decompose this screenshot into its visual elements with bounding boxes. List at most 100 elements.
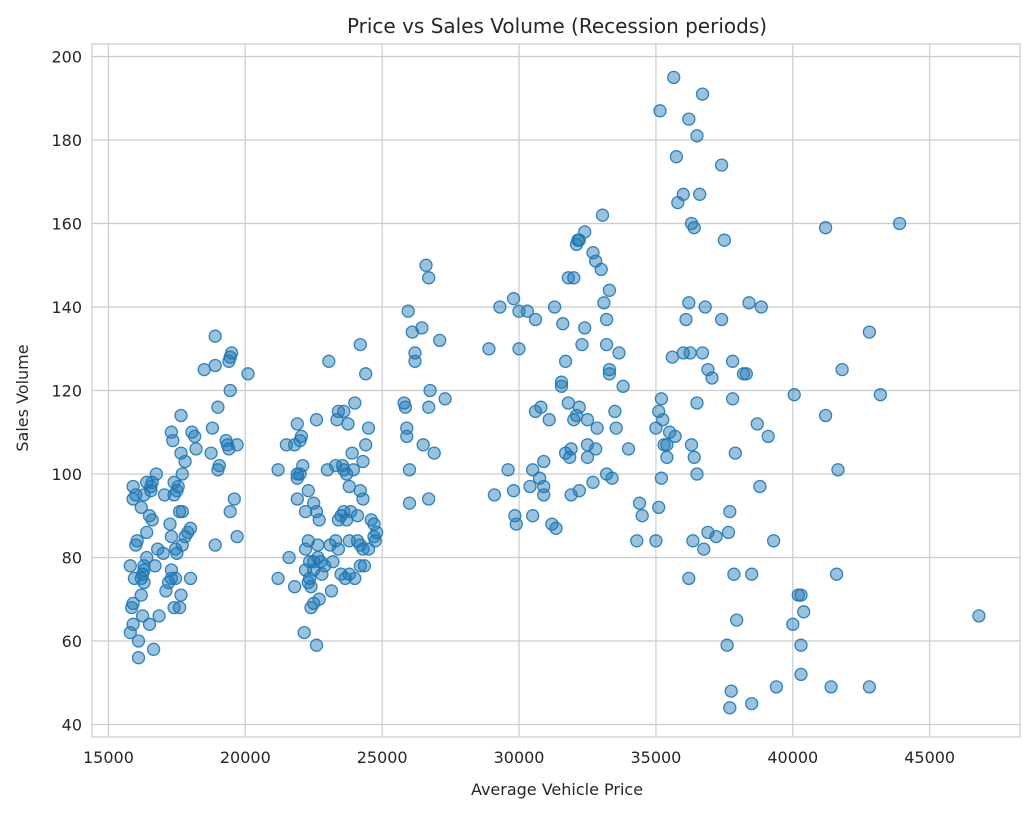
data-point: [690, 396, 704, 410]
y-axis-label: Sales Volume: [13, 344, 32, 451]
data-point: [549, 521, 563, 535]
data-point: [754, 300, 768, 314]
data-point: [728, 446, 742, 460]
data-point: [290, 417, 304, 431]
data-point: [690, 467, 704, 481]
data-point: [586, 475, 600, 489]
chart-title: Price vs Sales Volume (Recession periods…: [347, 14, 767, 38]
data-point: [589, 442, 603, 456]
data-point: [690, 129, 704, 143]
data-point: [835, 362, 849, 377]
data-point: [348, 396, 362, 410]
data-point: [660, 450, 674, 464]
data-point: [750, 417, 764, 431]
data-point: [142, 617, 157, 631]
data-point: [188, 429, 202, 444]
data-point: [487, 488, 502, 502]
x-tick-label: 40000: [767, 748, 818, 767]
data-point: [353, 337, 367, 352]
data-point: [578, 321, 592, 335]
data-point: [590, 421, 604, 435]
data-point: [580, 450, 595, 464]
data-point: [205, 421, 220, 435]
data-point: [433, 333, 447, 348]
data-point: [794, 667, 808, 682]
data-point: [554, 375, 569, 389]
data-point: [687, 221, 701, 235]
data-point: [616, 379, 630, 393]
data-point: [123, 625, 137, 640]
y-tick-label: 160: [51, 215, 82, 234]
data-point: [572, 400, 586, 414]
data-point: [342, 479, 356, 494]
data-point: [742, 296, 756, 310]
data-point: [695, 346, 710, 360]
data-point: [149, 467, 163, 481]
data-point: [145, 513, 159, 527]
data-point: [635, 509, 649, 523]
data-point: [682, 296, 696, 310]
data-point: [183, 521, 198, 535]
data-point: [189, 442, 203, 456]
data-point: [422, 271, 436, 285]
data-point: [862, 680, 877, 694]
data-point: [632, 496, 647, 510]
data-point: [135, 609, 150, 623]
data-point: [339, 467, 354, 481]
data-point: [331, 542, 346, 556]
data-point: [361, 421, 376, 435]
grid-layer: [92, 44, 1020, 737]
data-point: [402, 496, 417, 510]
data-point: [337, 504, 351, 519]
data-point: [753, 479, 767, 494]
data-point: [212, 458, 226, 473]
data-point: [482, 342, 496, 356]
x-tick-label: 30000: [494, 748, 545, 767]
data-point: [137, 559, 151, 573]
data-point: [174, 408, 188, 423]
data-point: [717, 233, 732, 247]
data-point: [301, 484, 315, 498]
data-point: [353, 559, 367, 573]
data-point: [695, 87, 710, 101]
data-point: [222, 442, 236, 456]
data-point: [312, 513, 326, 527]
data-point: [972, 609, 986, 623]
data-point: [326, 555, 340, 569]
data-point: [328, 534, 343, 548]
data-point: [528, 312, 543, 327]
data-point: [346, 463, 361, 477]
data-point: [769, 680, 784, 694]
data-point: [324, 584, 339, 598]
data-point: [348, 571, 362, 586]
y-tick-labels: 40 60 80 100 120 140 160 180 200: [51, 48, 82, 735]
data-point: [415, 321, 429, 335]
data-point: [224, 346, 239, 360]
data-point: [130, 534, 144, 548]
data-point: [493, 300, 507, 314]
plot-frame: [91, 43, 1021, 738]
data-point: [164, 529, 179, 544]
y-tick-label: 40: [62, 715, 82, 734]
data-point: [660, 438, 674, 452]
y-tick-label: 100: [51, 465, 82, 484]
data-point: [227, 492, 241, 506]
data-point: [359, 367, 373, 381]
data-point: [318, 559, 332, 573]
data-point: [353, 484, 367, 498]
data-point: [684, 438, 699, 452]
data-point: [723, 701, 737, 715]
data-point: [271, 463, 285, 477]
data-point: [676, 187, 690, 201]
data-point: [605, 471, 619, 485]
data-point: [572, 484, 586, 498]
data-point: [438, 392, 452, 406]
data-point: [146, 642, 161, 656]
data-point: [126, 596, 140, 611]
data-point: [422, 400, 436, 414]
data-point: [701, 525, 715, 540]
data-point: [167, 475, 181, 489]
data-point: [652, 500, 666, 515]
data-point: [309, 638, 324, 652]
data-point: [230, 529, 244, 544]
